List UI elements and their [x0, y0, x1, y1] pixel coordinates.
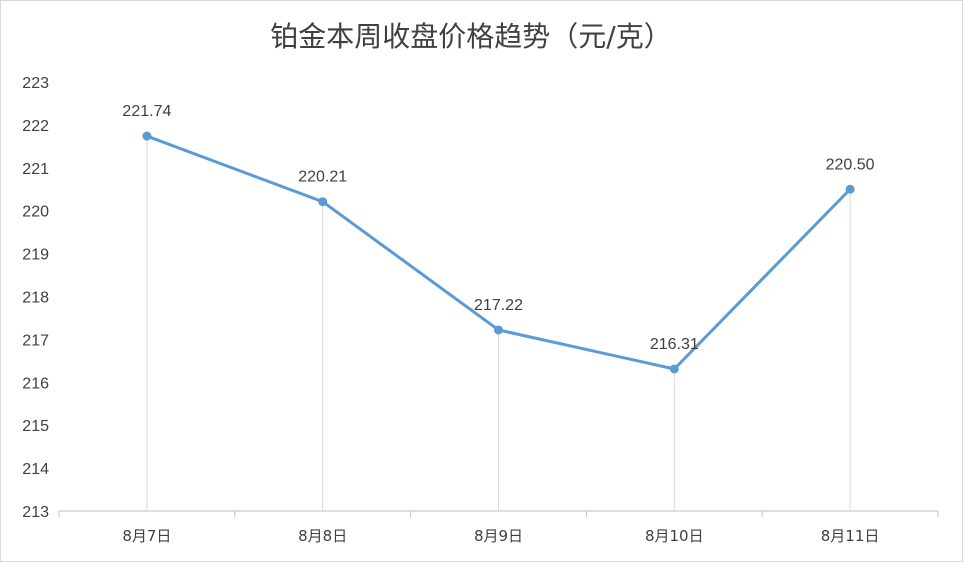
data-point [845, 184, 855, 194]
y-tick-label: 214 [22, 461, 49, 478]
y-tick-label: 221 [22, 161, 49, 178]
x-tick-label: 8月7日 [122, 527, 171, 545]
data-label: 221.74 [122, 103, 171, 120]
y-tick-label: 222 [22, 118, 49, 135]
data-label: 217.22 [474, 297, 523, 314]
data-point [142, 131, 152, 141]
y-tick-label: 213 [22, 504, 49, 521]
y-tick-label: 223 [22, 75, 49, 92]
drop-lines [146, 136, 851, 511]
data-label: 220.50 [826, 156, 875, 173]
data-point [494, 325, 503, 335]
y-axis: 213 214 215 216 217 218 219 220 221 222 223 [22, 75, 49, 521]
data-label: 216.31 [650, 336, 699, 353]
y-tick-label: 215 [22, 418, 49, 435]
x-tick-label: 8月9日 [474, 527, 523, 545]
data-point [318, 197, 328, 207]
y-tick-label: 216 [22, 375, 49, 392]
x-axis: 8月7日 8月8日 8月9日 8月10日 8月11日 [58, 511, 939, 545]
x-tick-label: 8月11日 [821, 527, 880, 545]
chart-title: 铂金本周收盘价格趋势（元/克） [270, 20, 671, 53]
x-tick-label: 8月8日 [298, 527, 347, 545]
y-tick-label: 220 [22, 204, 49, 221]
data-point [669, 364, 679, 374]
y-tick-label: 217 [22, 332, 49, 349]
data-points [142, 131, 855, 374]
data-label: 220.21 [298, 169, 347, 186]
x-tick-label: 8月10日 [645, 527, 704, 545]
y-tick-label: 219 [22, 247, 49, 264]
y-tick-label: 218 [22, 290, 49, 307]
data-labels: 221.74 220.21 217.22 216.31 220.50 [122, 103, 874, 353]
